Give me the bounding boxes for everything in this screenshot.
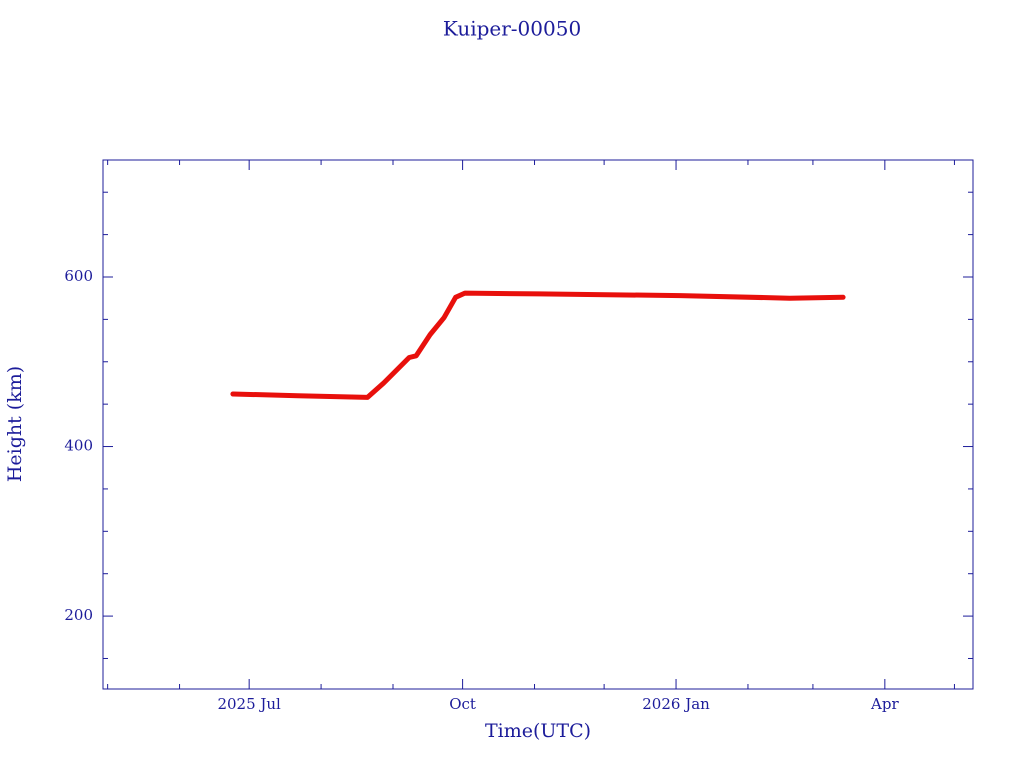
y-axis-label: Height (km) xyxy=(4,366,26,482)
plot-frame xyxy=(102,159,974,690)
y-tick-label: 600 xyxy=(64,267,93,285)
chart-title: Kuiper-00050 xyxy=(443,17,581,41)
x-tick-label: 2025 Jul xyxy=(217,695,281,713)
data-line xyxy=(230,290,846,400)
y-tick-label: 400 xyxy=(64,437,93,455)
x-tick-label: Oct xyxy=(449,695,476,713)
y-tick-label: 200 xyxy=(64,606,93,624)
x-tick-label: 2026 Jan xyxy=(642,695,710,713)
x-axis-label: Time(UTC) xyxy=(485,720,591,742)
x-tick-label: Apr xyxy=(870,695,899,713)
